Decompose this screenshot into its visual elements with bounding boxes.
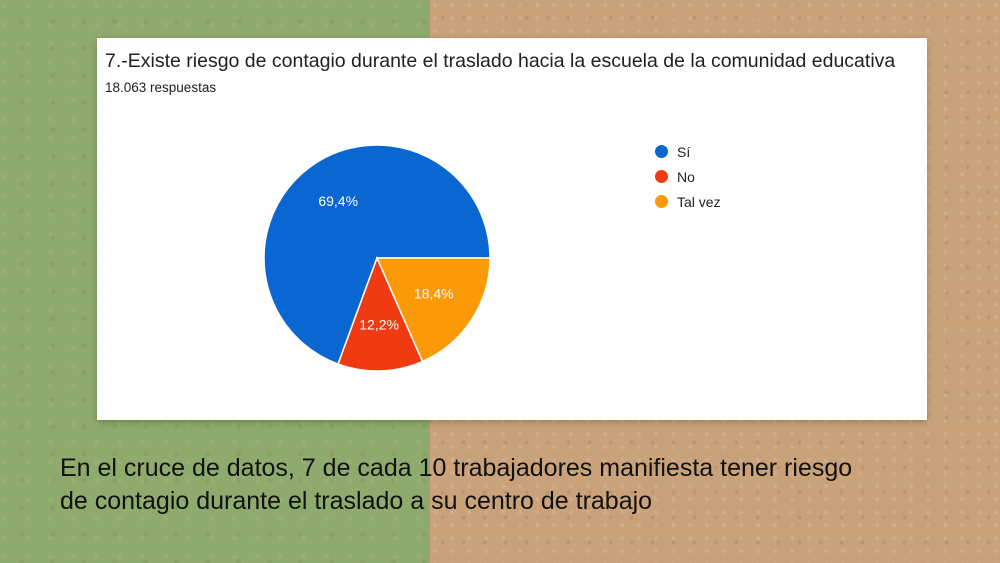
chart-title: 7.-Existe riesgo de contagio durante el …	[105, 50, 896, 72]
legend-swatch	[655, 170, 668, 183]
slice-label-sí: 69,4%	[318, 193, 358, 209]
chart-card: 7.-Existe riesgo de contagio durante el …	[97, 38, 927, 420]
response-count: 18.063 respuestas	[105, 80, 217, 95]
legend-item-no: No	[655, 164, 721, 189]
slice-label-tal-vez: 18,4%	[414, 286, 454, 302]
chart-legend: Sí No Tal vez	[655, 139, 721, 214]
pie-slice-no	[337, 255, 424, 372]
legend-item-sí: Sí	[655, 139, 721, 164]
pie-slice-tal-vez	[375, 257, 491, 363]
legend-label: No	[677, 168, 695, 185]
legend-label: Sí	[677, 143, 691, 160]
legend-item-tal-vez: Tal vez	[655, 189, 721, 214]
slice-label-no: 12,2%	[359, 316, 399, 332]
legend-swatch	[655, 145, 668, 158]
caption-line-2: de contagio durante el traslado a su cen…	[60, 487, 653, 515]
legend-label: Tal vez	[677, 193, 721, 210]
pie-chart: 69,4% 12,2% 18,4%	[263, 144, 491, 372]
pie-slice-sí	[263, 144, 491, 366]
legend-swatch	[655, 195, 668, 208]
slide-caption: En el cruce de datos, 7 de cada 10 traba…	[60, 452, 980, 518]
caption-line-1: En el cruce de datos, 7 de cada 10 traba…	[60, 454, 853, 482]
